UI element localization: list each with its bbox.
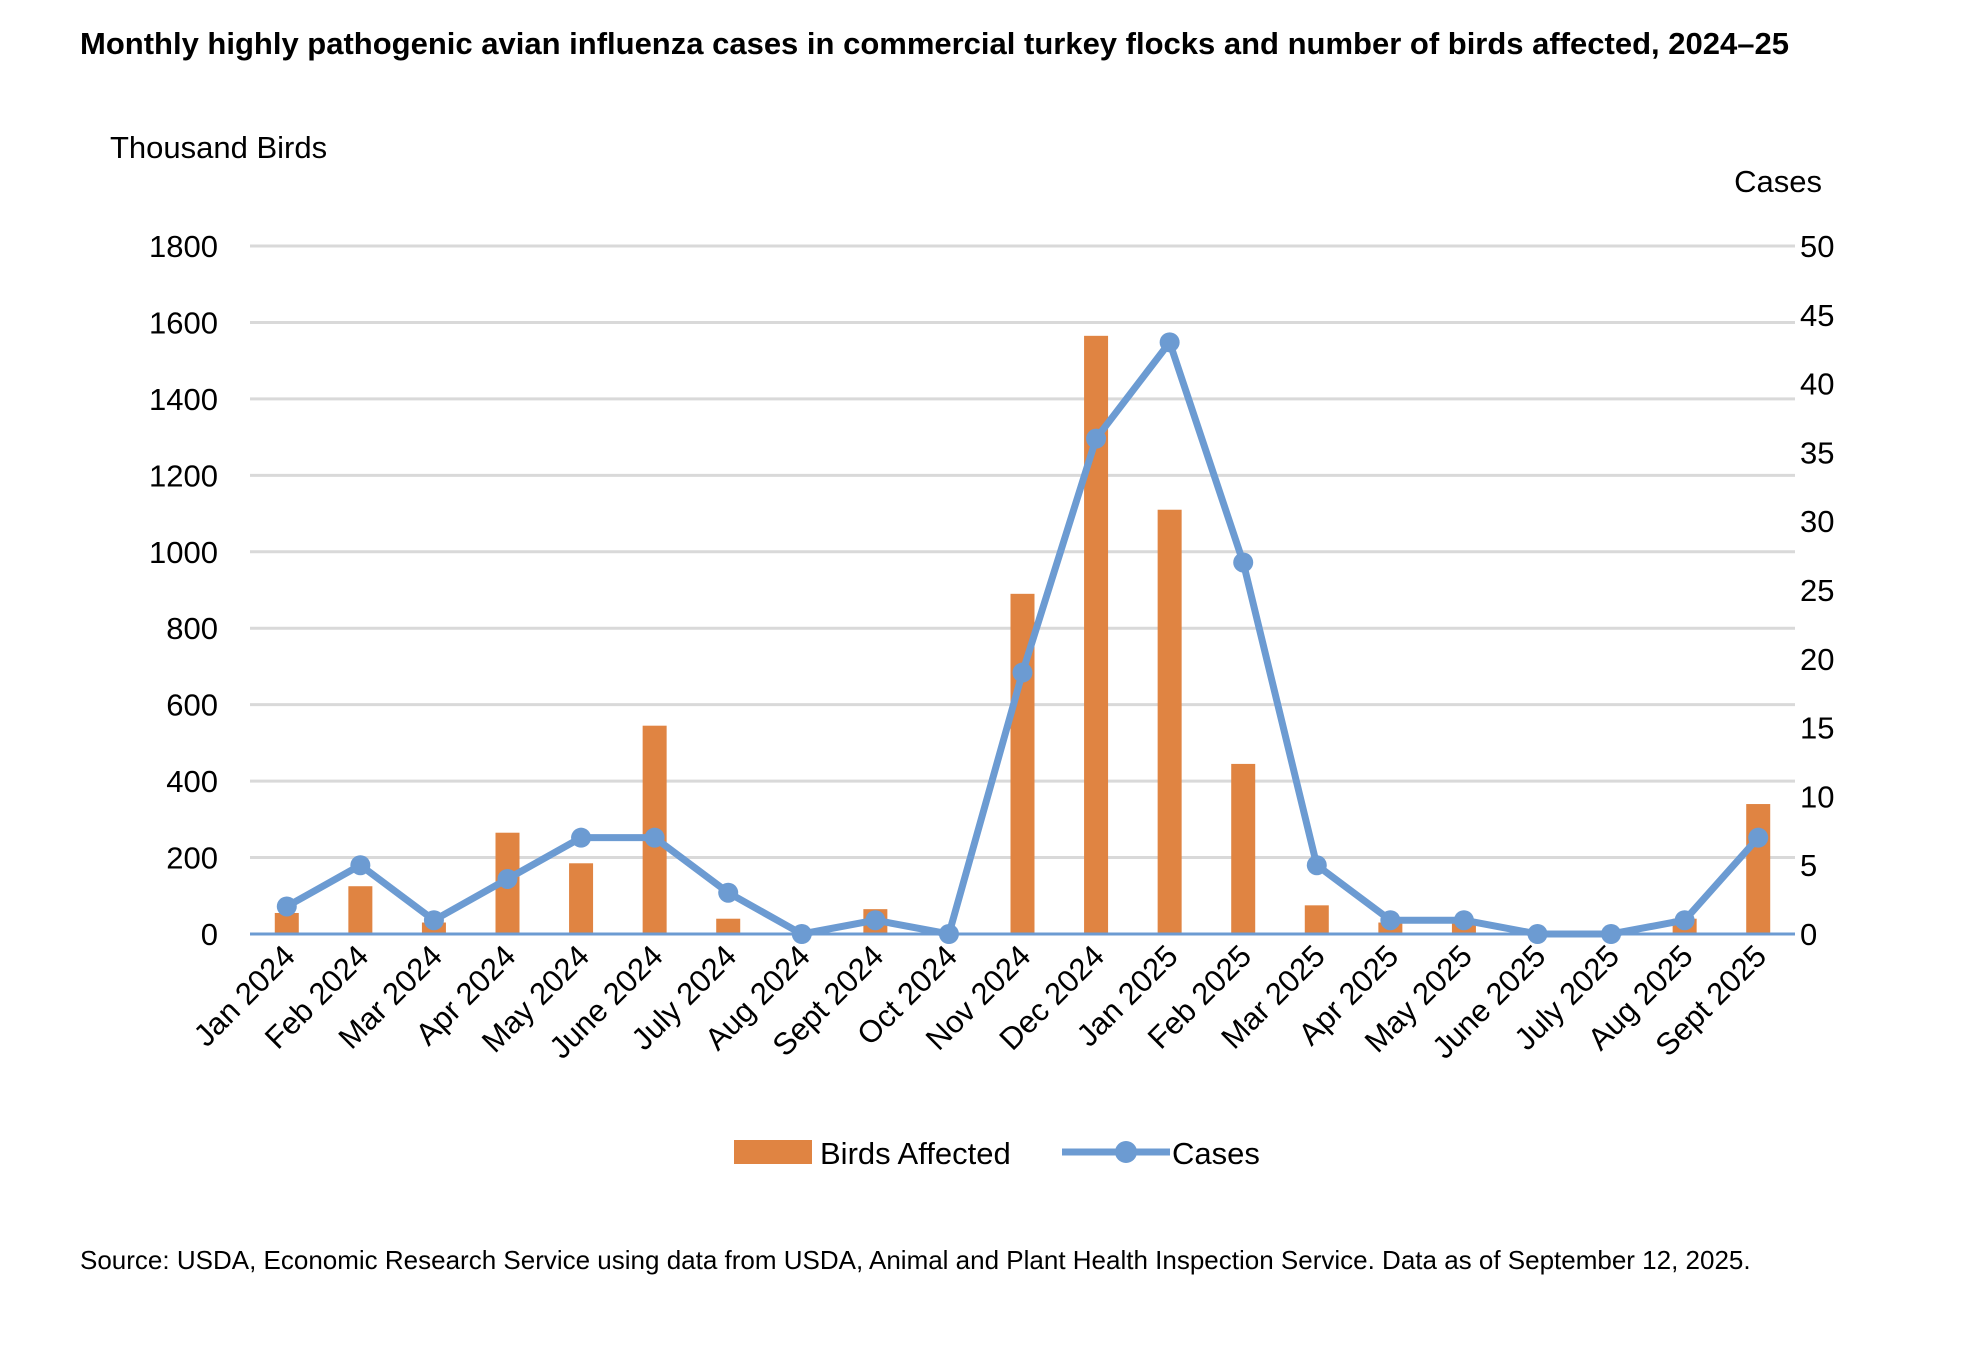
right-tick-label: 5	[1800, 848, 1817, 883]
right-tick-label: 25	[1800, 573, 1834, 608]
left-tick-label: 1800	[149, 229, 218, 264]
source-note: Source: USDA, Economic Research Service …	[80, 1245, 1751, 1275]
left-tick-label: 1200	[149, 458, 218, 493]
right-tick-label: 20	[1800, 642, 1834, 677]
left-tick-label: 600	[166, 688, 218, 723]
legend-label-cases: Cases	[1172, 1136, 1260, 1171]
cases-point	[1527, 924, 1548, 944]
left-axis-label: Thousand Birds	[110, 130, 327, 165]
bar	[1304, 905, 1329, 934]
right-tick-label: 40	[1800, 367, 1834, 402]
cases-point	[350, 855, 371, 876]
left-tick-label: 1000	[149, 535, 218, 570]
right-tick-label: 30	[1800, 504, 1834, 539]
cases-point	[1159, 332, 1180, 353]
bar	[569, 863, 594, 934]
cases-point	[718, 882, 739, 903]
left-tick-label: 1400	[149, 382, 218, 417]
left-tick-label: 0	[201, 917, 218, 952]
cases-point	[1674, 910, 1695, 931]
right-tick-label: 45	[1800, 298, 1834, 333]
legend-swatch-cases-marker	[1115, 1141, 1137, 1163]
legend-label-birds: Birds Affected	[820, 1136, 1011, 1171]
left-tick-label: 1600	[149, 305, 218, 340]
cases-point	[571, 827, 592, 848]
right-tick-label: 10	[1800, 779, 1834, 814]
cases-point	[865, 910, 886, 931]
cases-point	[791, 924, 812, 944]
right-tick-label: 0	[1800, 917, 1817, 952]
cases-point	[1012, 662, 1033, 683]
cases-point	[1233, 552, 1254, 573]
bar	[1157, 509, 1182, 934]
cases-point	[1748, 827, 1769, 848]
right-tick-label: 35	[1800, 435, 1834, 470]
bar	[1746, 804, 1771, 934]
bar	[716, 918, 741, 934]
left-tick-label: 800	[166, 611, 218, 646]
bar	[274, 912, 299, 934]
legend-swatch-birds	[734, 1140, 812, 1164]
cases-point	[1306, 855, 1327, 876]
cases-point	[1380, 910, 1401, 931]
cases-point	[497, 868, 518, 889]
left-tick-label: 400	[166, 764, 218, 799]
bar	[348, 886, 373, 934]
bar	[1231, 763, 1256, 934]
cases-point	[938, 924, 959, 944]
cases-point	[644, 827, 665, 848]
chart-title: Monthly highly pathogenic avian influenz…	[80, 26, 1789, 61]
cases-point	[1086, 428, 1107, 449]
right-tick-label: 15	[1800, 711, 1834, 746]
right-axis-label: Cases	[1734, 164, 1822, 199]
right-tick-label: 50	[1800, 229, 1834, 264]
cases-point	[423, 910, 444, 931]
left-tick-label: 200	[166, 841, 218, 876]
cases-point	[1453, 910, 1474, 931]
cases-point	[1601, 924, 1622, 944]
cases-point	[276, 896, 297, 917]
